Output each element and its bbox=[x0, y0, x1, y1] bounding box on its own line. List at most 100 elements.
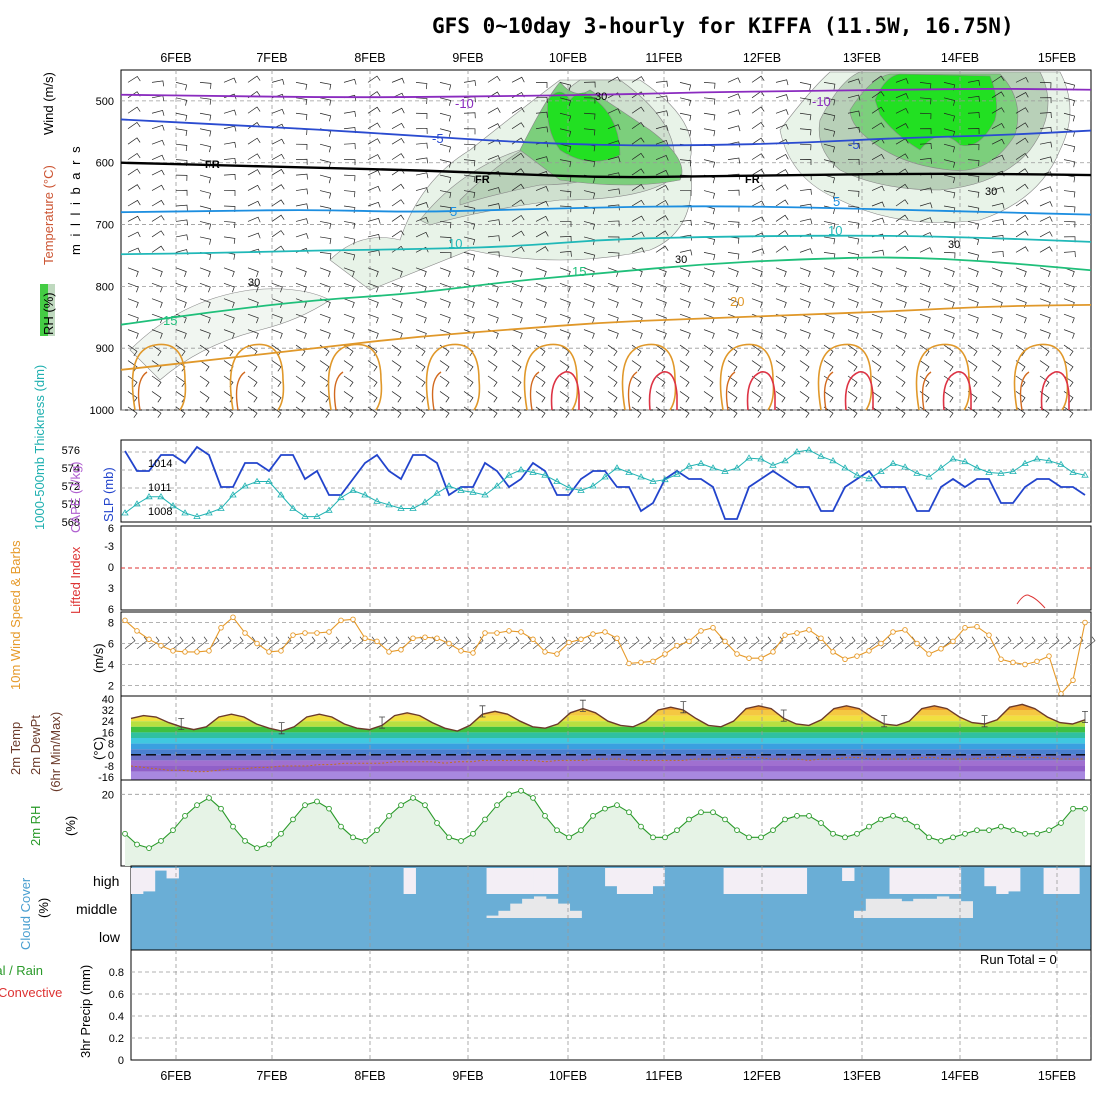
temp-contour-35 bbox=[942, 371, 972, 411]
middle-cloud-block bbox=[936, 896, 950, 918]
wind-barb bbox=[871, 298, 883, 308]
rh2m-point bbox=[254, 845, 260, 851]
wind-barb bbox=[439, 190, 452, 199]
wind10m-point bbox=[374, 638, 380, 645]
wind10m-axis-ticks: 8 6 4 2 bbox=[108, 618, 114, 693]
wind-barb bbox=[175, 282, 187, 293]
wind-barb bbox=[295, 188, 309, 195]
wind-barb bbox=[895, 344, 906, 357]
wind-barb bbox=[583, 360, 594, 372]
wind-barb bbox=[847, 94, 861, 101]
wind-barb bbox=[463, 205, 476, 214]
middle-cloud-block bbox=[522, 898, 535, 918]
wind-barb bbox=[967, 298, 979, 308]
wind-barb bbox=[247, 106, 261, 114]
wind10m-barb bbox=[856, 636, 868, 650]
wind-barb bbox=[1039, 201, 1053, 207]
wind-barb bbox=[127, 215, 141, 222]
wind-barb bbox=[559, 406, 570, 418]
wind-barb bbox=[511, 282, 523, 293]
middle-cloud-block bbox=[545, 898, 559, 918]
wind10m-barb bbox=[820, 636, 832, 650]
wind-barb bbox=[415, 298, 427, 308]
rh2m-point bbox=[722, 816, 728, 823]
wind-barb bbox=[487, 251, 500, 258]
isotherm-lines bbox=[120, 87, 1092, 371]
thickness-point bbox=[361, 491, 369, 498]
wind-barb bbox=[247, 391, 258, 403]
wind-barb bbox=[535, 156, 549, 163]
temp-contour-25 bbox=[229, 343, 285, 411]
rh2m-point bbox=[686, 816, 692, 823]
lifted-index-trace bbox=[1016, 594, 1046, 609]
wind-barb bbox=[175, 329, 187, 339]
wind10m-point bbox=[890, 629, 896, 635]
middle-cloud-block bbox=[889, 898, 902, 918]
rh2m-panel: 20 2m RH (%) bbox=[28, 779, 1092, 867]
wind-barb bbox=[487, 123, 501, 130]
wind10m-barb bbox=[1072, 636, 1084, 650]
wind-barb bbox=[823, 112, 836, 122]
wind-barb bbox=[871, 201, 885, 208]
high-cloud-gap bbox=[628, 868, 642, 894]
high-cloud-gap bbox=[486, 868, 499, 894]
wind-barb bbox=[319, 112, 332, 122]
wind-barb bbox=[919, 267, 931, 277]
wind-barb bbox=[391, 138, 405, 145]
wind-barb bbox=[631, 76, 645, 83]
wind-barb bbox=[415, 187, 429, 194]
rh2m-point bbox=[158, 838, 164, 844]
wind-barb bbox=[559, 112, 572, 122]
wind-barb bbox=[511, 375, 522, 388]
wind-barb bbox=[655, 360, 666, 372]
wind-barb bbox=[367, 122, 381, 130]
wind-barb bbox=[727, 375, 738, 388]
temp-contour-30 bbox=[921, 371, 932, 411]
temp-contour-30 bbox=[823, 371, 834, 411]
wind-barb bbox=[127, 329, 139, 339]
wind-barb bbox=[943, 252, 956, 259]
wind10m-barb bbox=[460, 636, 472, 650]
rh2m-point bbox=[902, 816, 908, 823]
wind-barb bbox=[511, 329, 523, 339]
wind-barb bbox=[463, 329, 475, 339]
wind-barb bbox=[583, 236, 596, 246]
rh2m-point bbox=[230, 823, 236, 830]
slp-label: SLP (mb) bbox=[101, 467, 116, 522]
wind10m-point bbox=[134, 628, 140, 634]
wind-barb bbox=[223, 174, 236, 180]
wind-barb bbox=[271, 184, 285, 191]
wind-barb bbox=[247, 282, 259, 293]
wind-barb bbox=[727, 93, 741, 100]
wind10m-point bbox=[518, 629, 524, 635]
thickness-point bbox=[877, 467, 885, 474]
wind10m-barb bbox=[544, 636, 556, 650]
middle-cloud-block bbox=[853, 910, 867, 918]
thickness-point bbox=[1069, 468, 1077, 475]
wind-barb bbox=[271, 313, 283, 324]
wind10m-gridlines bbox=[121, 612, 1091, 696]
freezing-level-label: FR bbox=[475, 174, 490, 186]
high-cloud-gap bbox=[889, 868, 902, 894]
thickness-tick: 570 bbox=[62, 499, 80, 511]
wind-barb bbox=[895, 153, 909, 160]
wind-barb bbox=[295, 203, 309, 210]
wind-barb bbox=[943, 375, 954, 388]
wind-barb bbox=[415, 360, 426, 372]
wind-barb bbox=[895, 93, 909, 99]
wind-barb bbox=[463, 190, 476, 199]
thickness-point bbox=[853, 471, 861, 478]
middle-cloud-block bbox=[533, 896, 547, 918]
temp-contour-25 bbox=[523, 343, 579, 411]
wind-barb bbox=[967, 143, 980, 151]
wind-barb bbox=[991, 154, 1005, 161]
wind-barb bbox=[439, 313, 451, 324]
wind10m-point bbox=[554, 651, 560, 657]
rh2m-point bbox=[758, 834, 764, 841]
rh2m-point bbox=[986, 827, 992, 834]
temp-contour-30 bbox=[529, 371, 540, 411]
wind-barb bbox=[127, 137, 141, 145]
wind-barb bbox=[295, 282, 307, 293]
slp-thickness-panel: 576 574 572 570 568 1014 1011 1008 1000-500mb T… bbox=[32, 365, 1092, 530]
freezing-level-label: FR bbox=[205, 159, 220, 171]
